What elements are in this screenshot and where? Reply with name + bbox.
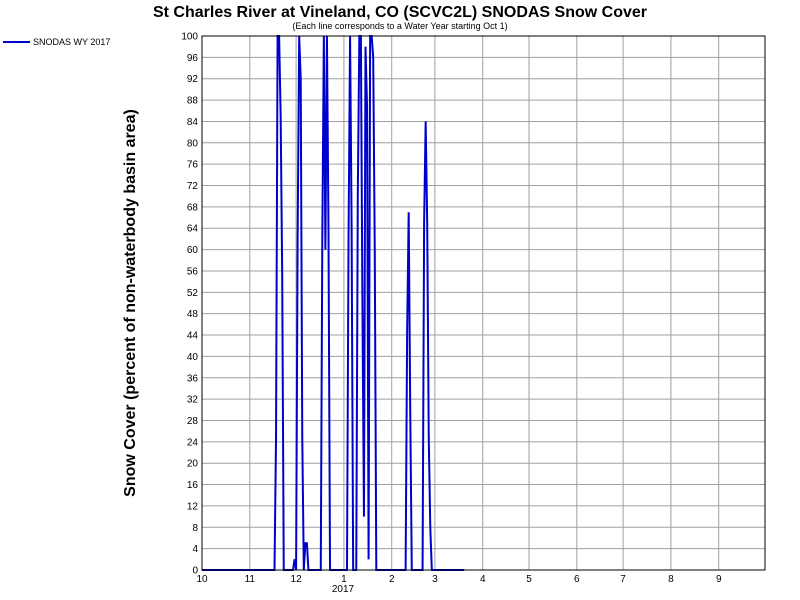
x-tick-label: 1 (341, 574, 347, 585)
chart-subtitle: (Each line corresponds to a Water Year s… (292, 21, 507, 31)
x-tick-label: 6 (574, 574, 580, 585)
x-tick-label: 12 (291, 574, 303, 585)
y-tick-label: 36 (187, 373, 199, 384)
y-tick-label: 0 (192, 566, 198, 577)
x-tick-label: 2 (389, 574, 395, 585)
y-tick-label: 4 (192, 544, 198, 555)
y-tick-label: 100 (181, 32, 198, 43)
y-tick-label: 84 (187, 117, 199, 128)
x-tick-label: 8 (668, 574, 674, 585)
y-tick-label: 96 (187, 53, 199, 64)
y-tick-label: 48 (187, 309, 199, 320)
y-tick-label: 56 (187, 266, 199, 277)
chart-title: St Charles River at Vineland, CO (SCVC2L… (153, 4, 647, 21)
x-tick-label: 9 (716, 574, 722, 585)
x-tick-label: 11 (245, 574, 256, 585)
y-tick-label: 16 (187, 480, 199, 491)
y-tick-label: 12 (187, 501, 199, 512)
y-tick-label: 88 (187, 96, 199, 107)
y-tick-label: 32 (187, 395, 199, 406)
y-tick-label: 68 (187, 202, 199, 213)
x-year-label: 2017 (332, 584, 355, 595)
y-tick-label: 60 (187, 245, 199, 256)
y-tick-label: 28 (187, 416, 199, 427)
series-lines (202, 35, 465, 571)
y-tick-label: 24 (187, 437, 199, 448)
x-tick-label: 7 (620, 574, 626, 585)
y-tick-label: 8 (192, 523, 198, 534)
y-tick-labels: 0481216202428323640444852566064687276808… (181, 32, 198, 577)
y-tick-label: 76 (187, 160, 199, 171)
series-line (202, 35, 465, 571)
y-tick-label: 40 (187, 352, 199, 363)
y-tick-label: 80 (187, 138, 199, 149)
legend-label: SNODAS WY 2017 (33, 37, 110, 47)
y-tick-label: 72 (187, 181, 199, 192)
y-tick-label: 44 (187, 331, 199, 342)
y-tick-label: 64 (187, 224, 199, 235)
x-tick-label: 3 (432, 574, 438, 585)
x-tick-labels: 10 11 12 1 2 3 4 5 6 7 8 9 (196, 574, 722, 585)
x-tick-label: 5 (526, 574, 532, 585)
y-axis-label: Snow Cover (percent of non-waterbody bas… (122, 109, 139, 497)
y-tick-label: 20 (187, 459, 199, 470)
y-tick-label: 92 (187, 74, 199, 85)
y-tick-label: 52 (187, 288, 199, 299)
plot-frame (201, 35, 766, 571)
x-tick-label: 10 (196, 574, 208, 585)
legend: SNODAS WY 2017 (3, 37, 110, 47)
plot-area (202, 36, 765, 570)
x-tick-label: 4 (480, 574, 486, 585)
